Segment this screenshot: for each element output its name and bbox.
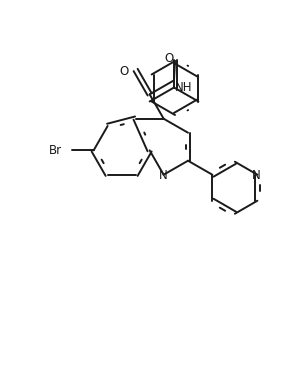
Text: N: N xyxy=(252,169,261,182)
Text: O: O xyxy=(119,64,129,77)
Text: N: N xyxy=(159,169,168,182)
Text: NH: NH xyxy=(175,81,193,94)
Text: O: O xyxy=(164,52,174,65)
Text: Br: Br xyxy=(49,144,62,157)
